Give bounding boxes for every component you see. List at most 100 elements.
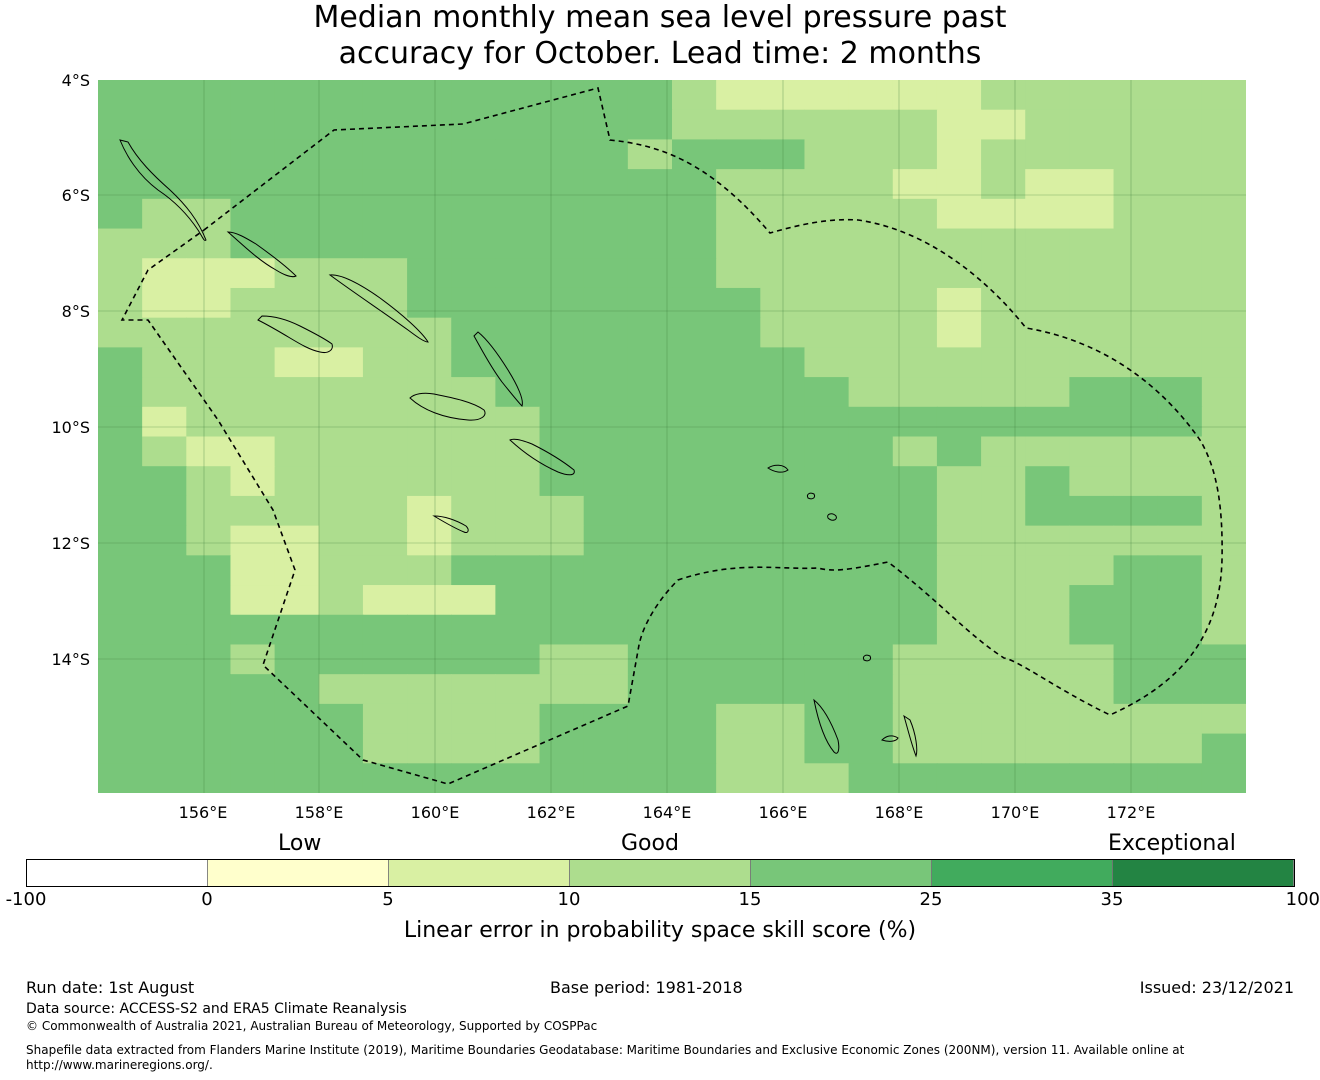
- skill-cell: [848, 703, 894, 735]
- coastlines: [119, 139, 918, 758]
- skill-cell: [142, 139, 187, 170]
- skill-cell: [318, 525, 364, 556]
- skill-cell: [1069, 287, 1115, 319]
- skill-cell: [716, 347, 761, 378]
- skill-cell: [716, 733, 761, 764]
- skill-cell: [1157, 80, 1203, 111]
- skill-cell: [495, 763, 541, 793]
- skill-cell: [230, 406, 276, 438]
- skill-cell: [1201, 644, 1246, 675]
- skill-cell: [451, 139, 496, 170]
- colorbar-title: Linear error in probability space skill …: [403, 918, 917, 943]
- skill-cell: [98, 287, 143, 319]
- skill-cell: [583, 466, 629, 497]
- skill-cell: [848, 287, 894, 319]
- skill-cell: [451, 644, 496, 675]
- skill-cell: [186, 258, 232, 289]
- skill-cell: [892, 406, 938, 438]
- skill-cell: [892, 763, 938, 793]
- skill-cell: [1201, 763, 1246, 793]
- skill-cell: [1069, 644, 1115, 675]
- skill-cell: [804, 703, 850, 735]
- skill-cell: [230, 287, 276, 319]
- skill-cell: [451, 585, 496, 616]
- skill-cell: [981, 614, 1026, 646]
- skill-cell: [1201, 495, 1246, 527]
- skill-cell: [1157, 555, 1203, 586]
- skill-cell: [981, 347, 1026, 378]
- skill-cell: [981, 525, 1026, 556]
- skill-cell: [451, 287, 496, 319]
- skill-cell: [98, 525, 143, 556]
- title-line-2: accuracy for October. Lead time: 2 month…: [338, 36, 982, 71]
- copyright: © Commonwealth of Australia 2021, Austra…: [26, 1019, 598, 1033]
- skill-cell: [451, 80, 496, 111]
- skill-cell: [892, 703, 938, 735]
- skill-cell: [1025, 436, 1070, 467]
- run-date: Run date: 1st August: [26, 978, 195, 997]
- skill-cell: [451, 525, 496, 556]
- skill-cell: [760, 228, 806, 259]
- skill-cell: [274, 763, 320, 793]
- category-label-exceptional: Exceptional: [1108, 831, 1236, 856]
- skill-cell: [848, 644, 894, 675]
- lon-label-172e: 172°E: [1106, 803, 1156, 822]
- skill-cell: [627, 525, 673, 556]
- skill-cell: [760, 525, 806, 556]
- skill-cell: [760, 466, 806, 497]
- issued-date: Issued: 23/12/2021: [1139, 978, 1294, 997]
- skill-cell: [936, 585, 982, 616]
- skill-cell: [495, 347, 541, 378]
- skill-cell: [981, 139, 1026, 170]
- graticule: [98, 80, 1246, 793]
- skill-cell: [98, 139, 143, 170]
- skill-cell: [539, 109, 585, 141]
- colorbar-tick-neg100: -100: [5, 889, 47, 910]
- skill-cell: [1069, 347, 1115, 378]
- skill-cell: [848, 555, 894, 586]
- skill-cell: [848, 317, 894, 348]
- skill-cell: [627, 317, 673, 348]
- skill-cell: [804, 228, 850, 259]
- skill-cell: [1201, 703, 1246, 735]
- skill-cell: [892, 555, 938, 586]
- skill-cell: [186, 733, 232, 764]
- skill-cell: [672, 109, 717, 141]
- skill-cell: [362, 614, 408, 646]
- skill-cell: [936, 644, 982, 675]
- skill-cell: [583, 555, 629, 586]
- skill-cell: [892, 80, 938, 111]
- skill-cell: [804, 466, 850, 497]
- skill-cell: [451, 674, 496, 705]
- skill-cell: [1201, 614, 1246, 646]
- skill-cell: [407, 198, 452, 230]
- skill-cell: [407, 139, 452, 170]
- skill-cell: [274, 644, 320, 675]
- skill-cell: [804, 733, 850, 764]
- skill-cell: [186, 644, 232, 675]
- skill-cell: [274, 555, 320, 586]
- skill-cell: [627, 258, 673, 289]
- skill-cell: [451, 347, 496, 378]
- skill-cell: [936, 198, 982, 230]
- skill-cell: [451, 466, 496, 497]
- skill-cell: [274, 436, 320, 467]
- skill-cell: [274, 139, 320, 170]
- skill-cell: [230, 585, 276, 616]
- skill-cell: [1069, 436, 1115, 467]
- skill-cell: [451, 377, 496, 408]
- skill-cell: [230, 139, 276, 170]
- skill-cell: [318, 495, 364, 527]
- skill-cell: [760, 80, 806, 111]
- skill-cell: [98, 733, 143, 764]
- skill-cell: [539, 555, 585, 586]
- skill-cell: [274, 287, 320, 319]
- skill-cell: [98, 228, 143, 259]
- skill-cell: [407, 555, 452, 586]
- skill-cell: [362, 347, 408, 378]
- skill-cell: [1113, 406, 1159, 438]
- skill-cell: [142, 80, 187, 111]
- skill-cell: [936, 80, 982, 111]
- skill-cell: [1113, 169, 1159, 200]
- skill-cell: [539, 674, 585, 705]
